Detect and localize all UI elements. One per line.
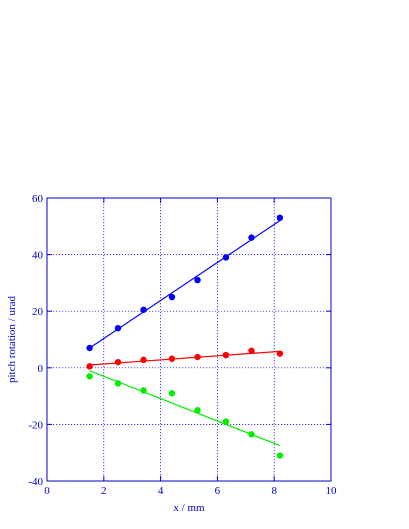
fit-line-series-2	[89, 370, 281, 447]
x-axis-label: x / mm	[173, 502, 205, 514]
data-point-series-1	[140, 356, 147, 364]
data-point-series-0	[194, 276, 201, 284]
y-axis-ticks: -40 -20 0 20 40 60	[28, 193, 331, 488]
data-point-series-0	[86, 344, 93, 352]
data-point-series-2	[222, 418, 230, 425]
x-tick-label: 2	[101, 485, 107, 497]
x-tick-label: 8	[271, 485, 277, 497]
data-point-series-1	[248, 347, 255, 355]
y-tick-label: 40	[32, 250, 44, 262]
data-point-series-0	[168, 293, 176, 301]
data-point-series-2	[168, 390, 176, 397]
data-point-series-0	[276, 214, 284, 222]
data-point-series-0	[114, 324, 122, 332]
data-point-series-0	[222, 254, 230, 261]
data-point-series-2	[114, 380, 122, 387]
y-tick-label: -20	[28, 419, 43, 431]
y-tick-label: 60	[32, 193, 44, 205]
data-point-series-2	[248, 431, 255, 438]
data-point-series-1	[194, 353, 201, 361]
x-tick-label: 0	[44, 485, 50, 497]
data-point-series-2	[276, 452, 284, 459]
plot-frame	[46, 197, 332, 482]
x-axis-ticks: 0 2 4 6 8 10	[44, 198, 337, 497]
data-point-series-1	[276, 350, 284, 357]
fit-line-series-1	[89, 350, 280, 366]
x-tick-label: 4	[158, 485, 164, 497]
data-point-series-0	[248, 234, 255, 241]
data-point-series-1	[222, 351, 230, 359]
data-point-series-0	[140, 306, 147, 313]
data-point-series-1	[86, 363, 93, 370]
fit-line-series-0	[89, 220, 281, 349]
data-point-series-2	[140, 387, 147, 394]
x-tick-label: 10	[326, 485, 338, 497]
y-tick-label: 20	[32, 306, 44, 318]
grid	[47, 198, 331, 481]
data-point-series-2	[194, 407, 201, 414]
data-point-series-1	[168, 355, 176, 362]
y-tick-label: -40	[28, 476, 43, 488]
fit-lines	[89, 220, 281, 447]
data-point-series-2	[86, 373, 93, 380]
data-point-series-1	[114, 358, 122, 366]
data-points	[86, 214, 284, 459]
y-tick-label: 0	[38, 363, 44, 375]
x-tick-label: 6	[215, 485, 221, 497]
y-axis-label: pitch rotation / urad	[6, 295, 18, 383]
